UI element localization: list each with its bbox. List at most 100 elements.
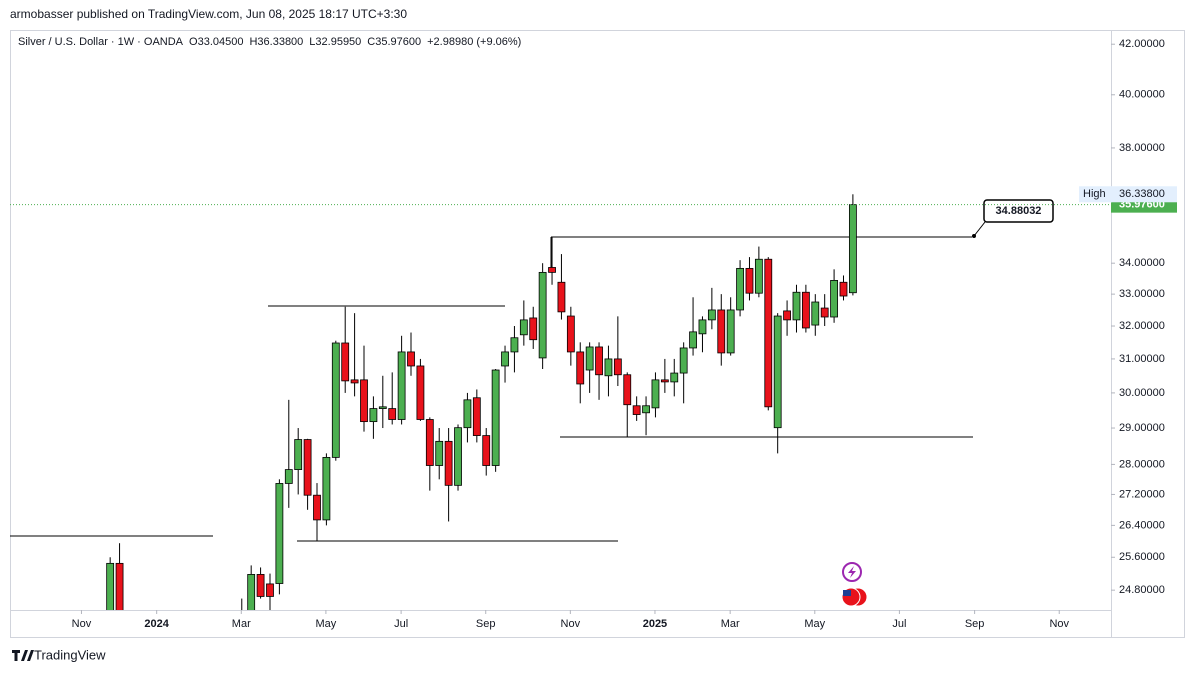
- candle-body: [792, 291, 801, 321]
- x-tick-label: Nov: [1049, 618, 1069, 630]
- candle-body: [350, 379, 359, 384]
- candle-body: [435, 440, 444, 466]
- candle-body: [501, 351, 509, 367]
- candle-body: [773, 315, 782, 429]
- candle-body: [388, 408, 397, 420]
- callout-box: [983, 199, 1054, 223]
- event-icon-flag: [843, 590, 851, 596]
- candle-body: [830, 280, 838, 318]
- y-tick-label: 32.00000: [1119, 320, 1165, 332]
- candle-body: [454, 427, 462, 486]
- candle-body: [529, 317, 538, 341]
- high-value-box: [1111, 186, 1177, 203]
- candle-body: [482, 435, 491, 466]
- candle-body: [604, 358, 613, 377]
- candle-body: [538, 271, 547, 359]
- candle-body: [670, 372, 679, 383]
- candle-body: [820, 307, 829, 318]
- candle-body: [331, 342, 340, 458]
- candle-body: [548, 267, 556, 273]
- y-tick-label: 27.20000: [1119, 488, 1165, 500]
- candle-body: [811, 301, 820, 326]
- y-tick-label: 29.00000: [1119, 422, 1165, 434]
- candle-body: [623, 374, 632, 406]
- y-tick-label: 28.00000: [1119, 458, 1165, 470]
- candle-body: [369, 408, 378, 423]
- callout-pointer: [973, 221, 986, 237]
- candle-body: [284, 469, 293, 484]
- candle-body: [115, 562, 124, 610]
- high-tag-label: High: [1083, 188, 1106, 200]
- y-tick-label: 34.00000: [1119, 257, 1165, 269]
- high-tag-value: 36.33800: [1119, 188, 1165, 200]
- candle-body: [726, 309, 735, 354]
- drawings: [10, 221, 986, 542]
- x-tick-label: May: [804, 618, 825, 630]
- candle-body: [764, 258, 773, 408]
- candle-body: [717, 309, 726, 354]
- y-tick-label: 38.00000: [1119, 142, 1165, 154]
- x-tick-label: 2024: [144, 618, 169, 630]
- candle-body: [557, 281, 566, 313]
- candle-body: [322, 456, 331, 521]
- candle-body: [463, 399, 472, 429]
- legend: Silver / U.S. Dollar · 1W · OANDA O33.04…: [18, 36, 521, 48]
- x-tick-label: 2025: [643, 618, 667, 630]
- legend-high: H36.33800: [249, 36, 303, 48]
- candle-body: [519, 319, 528, 336]
- x-tick-label: May: [316, 618, 337, 630]
- y-tick-label: 26.40000: [1119, 519, 1165, 531]
- x-tick-label: Sep: [476, 618, 496, 630]
- candle-body: [848, 204, 857, 294]
- y-tick-label: 40.00000: [1119, 89, 1165, 101]
- footer: TradingView: [34, 647, 106, 662]
- x-tick-label: Mar: [232, 618, 251, 630]
- candle-body: [689, 331, 697, 349]
- candle-body: [416, 365, 425, 420]
- candle-body: [491, 369, 500, 466]
- header: armobasser published on TradingView.com,…: [10, 7, 407, 21]
- y-tick-label: 42.00000: [1119, 38, 1165, 50]
- candle-body: [397, 351, 406, 420]
- x-tick-label: Mar: [721, 618, 740, 630]
- candle-body: [407, 351, 415, 367]
- legend-symbol: Silver / U.S. Dollar · 1W · OANDA: [18, 36, 184, 48]
- x-tick-label: Sep: [965, 618, 985, 630]
- x-tick-label: Jul: [394, 618, 408, 630]
- candle-body: [256, 574, 265, 597]
- callout-text: 34.88032: [996, 205, 1042, 217]
- candle-body: [801, 291, 810, 329]
- candle-body: [585, 346, 594, 371]
- candle-body: [360, 379, 368, 423]
- candle-body: [642, 405, 650, 414]
- y-tick-label: 25.60000: [1119, 551, 1165, 563]
- legend-open: O33.04500: [189, 36, 243, 48]
- event-icon-bolt: [848, 566, 856, 578]
- candle-body: [707, 309, 716, 321]
- y-tick-label: 33.00000: [1119, 288, 1165, 300]
- candle-body: [472, 397, 481, 436]
- candle-body: [839, 281, 848, 297]
- candle-body: [378, 406, 387, 409]
- candle-body: [745, 267, 754, 294]
- candle-body: [613, 358, 622, 376]
- tv-logo: [12, 650, 34, 661]
- candle-body: [303, 439, 312, 496]
- x-tick-label: Nov: [561, 618, 581, 630]
- candle-body: [698, 319, 707, 335]
- candle-body: [651, 379, 660, 409]
- candle-body: [313, 494, 321, 521]
- candle-body: [266, 583, 274, 597]
- candle-body: [444, 440, 453, 486]
- candle-body: [632, 405, 641, 415]
- candle-body: [247, 574, 256, 610]
- legend-low: L32.95950: [309, 36, 361, 48]
- candle-body: [341, 342, 350, 382]
- y-tick-label: 31.00000: [1119, 353, 1165, 365]
- y-tick-label: 30.00000: [1119, 387, 1165, 399]
- candle-body: [595, 346, 603, 376]
- candle-body: [510, 337, 519, 353]
- x-tick-label: Jul: [892, 618, 906, 630]
